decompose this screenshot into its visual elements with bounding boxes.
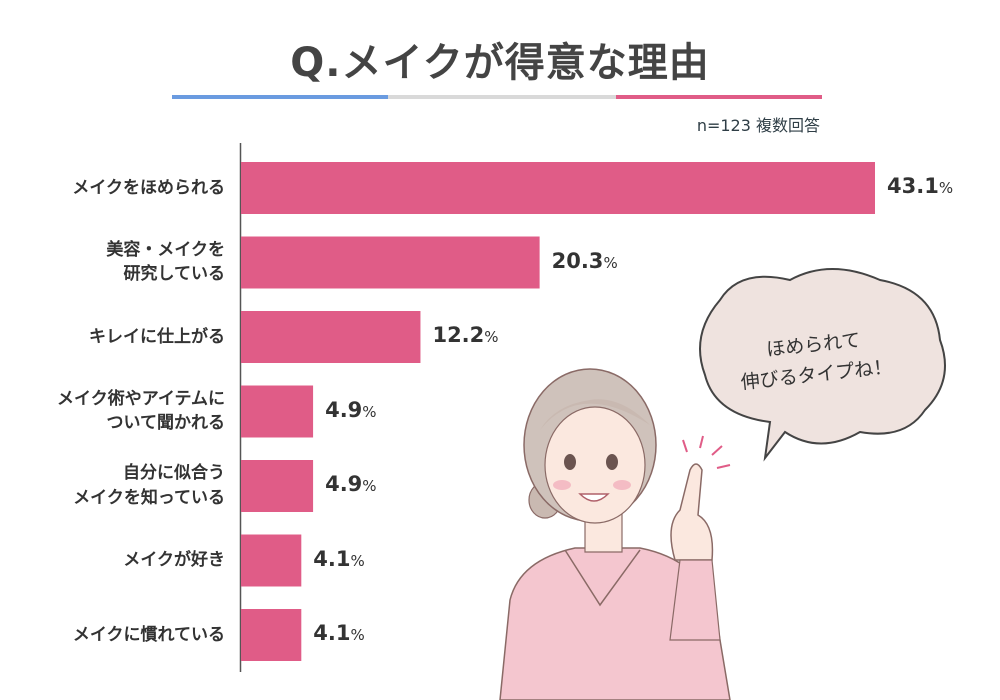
value-number: 4.1 (313, 546, 351, 571)
bar-3 (241, 311, 421, 363)
value-number: 43.1 (887, 174, 939, 198)
value-label-3: 12.2% (432, 323, 498, 347)
value-number: 4.1 (313, 621, 351, 645)
value-label-5: 4.9% (325, 472, 376, 496)
value-label-2: 20.3% (552, 249, 618, 273)
woman-illustration (499, 368, 731, 700)
bar-2 (241, 236, 540, 289)
bar-4 (241, 385, 314, 438)
value-number: 4.9 (325, 472, 363, 496)
sample-size-note: n=123 複数回答 (696, 116, 820, 135)
category-label-2: 美容・メイクを 研究している (106, 239, 225, 285)
category-label-1: メイクをほめられる (72, 177, 225, 198)
value-unit: % (362, 402, 377, 421)
title-rule-gray (388, 95, 616, 99)
value-number: 12.2 (432, 323, 485, 347)
chart-title: Q.メイクが得意な理由 (290, 40, 710, 86)
bar-6 (241, 534, 302, 587)
bar-7 (241, 609, 302, 661)
value-number: 20.3 (551, 248, 604, 273)
bar-5 (241, 460, 314, 512)
category-label-6: メイクが好き (123, 550, 225, 570)
value-number: 4.9 (325, 397, 363, 422)
category-label-3: キレイに仕上がる (89, 326, 225, 347)
value-unit: % (362, 477, 377, 495)
value-label-1: 43.1% (887, 174, 953, 198)
category-label-7: メイクに慣れている (72, 624, 225, 645)
bar-1 (241, 162, 875, 214)
value-label-6: 4.1% (313, 547, 364, 571)
value-unit: % (350, 551, 365, 570)
value-unit: % (350, 626, 365, 644)
value-unit: % (603, 253, 618, 272)
title-rule-blue (172, 95, 388, 99)
title-rule-pink (616, 95, 822, 99)
value-label-4: 4.9% (325, 398, 376, 422)
speech-bubble (699, 268, 946, 462)
category-label-5: 自分に似合う メイクを知っている (73, 463, 225, 508)
value-unit: % (938, 179, 954, 197)
value-unit: % (484, 328, 499, 346)
value-label-7: 4.1% (313, 621, 364, 645)
category-label-4: メイク術やアイテムに ついて聞かれる (57, 388, 225, 434)
